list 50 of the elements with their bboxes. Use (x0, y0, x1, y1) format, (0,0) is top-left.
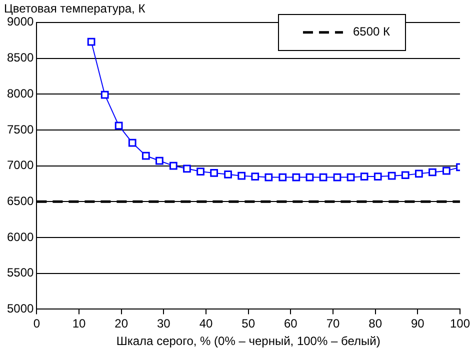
point (319, 173, 328, 182)
y-tick-label: 5500 (6, 266, 34, 280)
point (346, 173, 355, 182)
y-axis-title: Цветовая температура, К (4, 2, 146, 16)
point (251, 172, 260, 180)
point (415, 170, 423, 178)
y-tick-label: 8500 (6, 50, 34, 65)
point (360, 172, 368, 180)
point (442, 166, 450, 175)
x-axis-title: Шкала серого, % (0% – черный, 100% – белый) (116, 334, 380, 348)
point (278, 173, 287, 182)
point (156, 156, 164, 165)
y-tick-label: 5000 (6, 302, 34, 316)
point (292, 173, 300, 182)
point (210, 169, 218, 177)
point (87, 38, 96, 46)
x-tick-label: 80 (368, 316, 382, 331)
point (306, 173, 314, 182)
x-tick-label: 40 (199, 316, 214, 331)
y-tick-label: 6500 (6, 194, 34, 208)
y-tick-label: 9000 (6, 14, 34, 29)
point (100, 90, 109, 99)
x-tick-label: 70 (326, 316, 340, 331)
legend-label: 6500 К (352, 24, 390, 39)
point (142, 152, 150, 160)
x-tick-label: 0 (33, 316, 40, 331)
point (374, 172, 382, 180)
point (128, 138, 136, 147)
x-tick-label: 60 (284, 316, 298, 331)
point (238, 172, 246, 180)
point (196, 168, 204, 176)
point (401, 171, 410, 180)
x-tick-label: 20 (114, 316, 128, 331)
point (114, 122, 123, 130)
y-tick-label: 7500 (6, 122, 34, 136)
point (264, 173, 273, 182)
point (428, 168, 436, 176)
y-tick-label: 6000 (6, 230, 34, 244)
x-tick-label: 90 (410, 316, 425, 331)
point (183, 164, 191, 173)
x-tick-label: 100 (450, 316, 470, 331)
point (333, 173, 342, 182)
point (169, 162, 178, 170)
point (388, 172, 396, 180)
x-tick-label: 10 (72, 316, 86, 331)
x-tick-label: 50 (242, 316, 256, 331)
y-tick-label: 8000 (6, 86, 34, 100)
x-tick-label: 30 (157, 316, 171, 331)
y-tick-label: 7000 (6, 158, 34, 172)
point (224, 170, 232, 178)
